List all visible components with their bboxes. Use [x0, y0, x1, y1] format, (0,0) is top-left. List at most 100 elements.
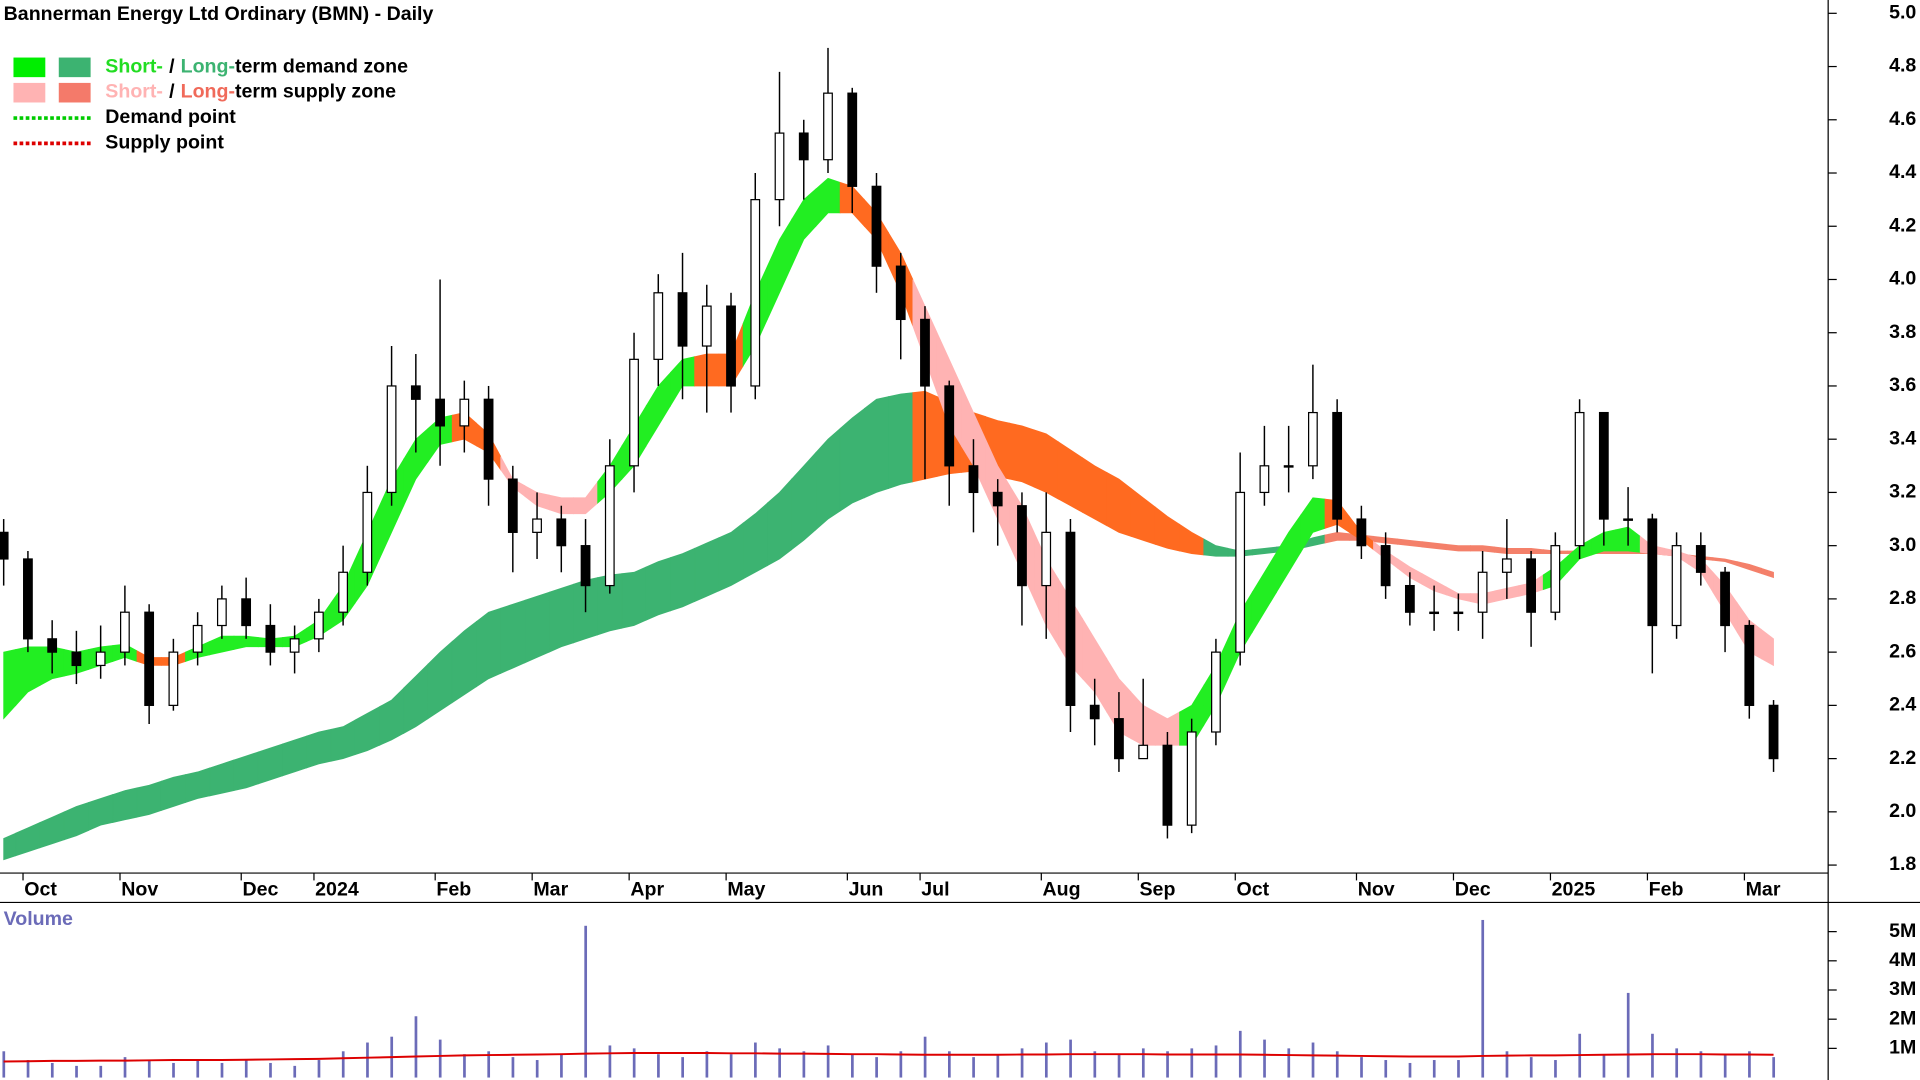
volume-bar	[1505, 1051, 1509, 1078]
candle-body	[192, 624, 203, 653]
legend-swatch	[13, 57, 46, 78]
volume-bar	[1554, 1060, 1557, 1078]
candle-body	[1356, 518, 1367, 547]
y-tick-label: 3.6	[1889, 374, 1916, 396]
volume-bar	[535, 1060, 539, 1078]
volume-bar	[1772, 1057, 1776, 1078]
candle-body	[1623, 518, 1633, 521]
candle-body	[847, 92, 858, 187]
zone-segment	[306, 728, 332, 769]
volume-bar	[1602, 1054, 1606, 1078]
candle-body	[289, 638, 300, 653]
candle-body	[944, 385, 955, 467]
volume-bar	[1214, 1045, 1218, 1078]
candle-body	[653, 292, 664, 360]
candle-body	[1283, 465, 1294, 468]
legend-text: /	[169, 56, 175, 78]
volume-bar	[99, 1065, 103, 1078]
volume-bar	[147, 1060, 151, 1078]
volume-bar	[1408, 1062, 1412, 1078]
volume-tick-label: 5M	[1889, 920, 1916, 942]
candle-body	[1550, 545, 1561, 613]
candle-body	[265, 624, 276, 653]
candle-body	[871, 185, 882, 267]
volume-bar	[875, 1057, 878, 1078]
candle-body	[1332, 411, 1343, 520]
y-tick-label: 1.8	[1889, 853, 1916, 875]
candles	[0, 47, 1779, 839]
volume-bar	[1699, 1051, 1703, 1078]
candle-body	[701, 305, 712, 347]
candle-body	[1404, 584, 1415, 613]
volume-pane: 1M 2M 3M 4M 5M	[2, 920, 1916, 1078]
volume-bar	[1141, 1048, 1145, 1078]
y-tick-label: 3.0	[1889, 534, 1916, 556]
y-tick-label: 4.4	[1889, 161, 1916, 183]
legend-text: Short-	[105, 56, 163, 78]
zone-segment	[476, 607, 502, 688]
volume-bar	[1263, 1039, 1266, 1078]
volume-bar	[1457, 1060, 1460, 1078]
volume-bar	[705, 1051, 709, 1078]
volume-bar	[269, 1062, 272, 1078]
x-tick-label: Apr	[630, 878, 664, 900]
volume-bar	[366, 1042, 369, 1078]
volume-bar	[1481, 919, 1485, 1078]
volume-bar	[560, 1054, 563, 1078]
volume-bar	[681, 1057, 685, 1078]
volume-bar	[948, 1051, 951, 1078]
candle-body	[313, 611, 324, 640]
x-tick-label: 2024	[315, 878, 359, 900]
volume-bar	[778, 1048, 781, 1078]
volume-bar	[1190, 1048, 1194, 1078]
legend-text: Long-	[181, 81, 235, 103]
candle-body	[992, 491, 1003, 507]
candle-body	[1017, 505, 1027, 587]
candle-body	[168, 651, 179, 706]
candle-body	[726, 305, 736, 387]
volume-bar	[1432, 1060, 1436, 1078]
candle-body	[1526, 558, 1537, 613]
volume-tick-label: 3M	[1889, 978, 1916, 1000]
candle-body	[386, 385, 397, 494]
volume-bar	[1166, 1051, 1169, 1078]
candle-body	[1235, 491, 1246, 653]
volume-bar	[754, 1042, 757, 1078]
candle-body	[1744, 624, 1755, 706]
x-tick-label: Oct	[1236, 878, 1269, 900]
legend-label: Supply point	[105, 132, 224, 154]
volume-bar	[50, 1062, 54, 1078]
y-tick-label: 3.4	[1889, 427, 1916, 449]
x-tick-label: Nov	[1358, 878, 1395, 900]
volume-bar	[1626, 992, 1630, 1078]
volume-bar	[608, 1045, 612, 1078]
legend-label: Short- / Long-term demand zone	[105, 56, 408, 78]
candle-body	[71, 651, 82, 667]
candle-body	[1477, 571, 1488, 613]
volume-bar	[729, 1054, 733, 1078]
candle-body	[798, 132, 809, 161]
volume-bar	[632, 1048, 636, 1078]
y-tick-label: 4.6	[1889, 108, 1916, 130]
y-tick-label: 2.4	[1889, 694, 1916, 716]
candle-body	[920, 318, 930, 387]
volume-bar	[438, 1039, 442, 1078]
volume-bar	[1020, 1048, 1024, 1078]
volume-bar	[1093, 1051, 1097, 1078]
volume-tick-label: 2M	[1889, 1007, 1916, 1029]
x-tick-label: Nov	[121, 878, 158, 900]
candle-body	[604, 465, 615, 587]
x-tick-label: Sep	[1140, 878, 1176, 900]
candle-body	[1041, 531, 1052, 587]
volume-bar	[244, 1060, 248, 1078]
x-tick-label: Oct	[24, 878, 57, 900]
legend: Short- / Long-term demand zone Short- / Long-…	[13, 56, 408, 154]
legend-text: Long-	[181, 56, 235, 78]
volume-bar	[26, 1060, 30, 1078]
volume-tick-label: 4M	[1889, 949, 1916, 971]
candle-body	[362, 491, 373, 573]
candle-body	[483, 398, 494, 480]
volume-bar	[1748, 1051, 1751, 1078]
volume-bar	[317, 1060, 321, 1078]
